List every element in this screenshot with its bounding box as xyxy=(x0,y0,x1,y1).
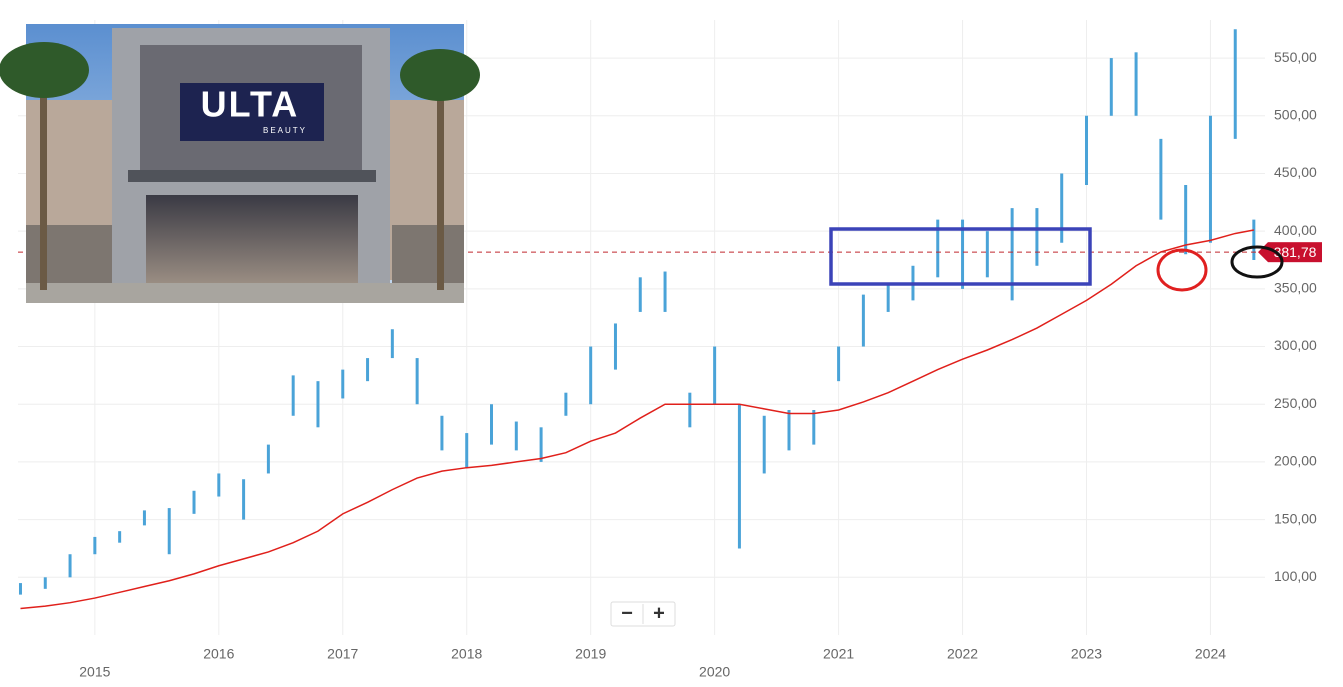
photo: ULTA BEAUTY xyxy=(0,24,480,303)
y-tick-label: 550,00 xyxy=(1274,49,1317,65)
photo-sign: ULTA xyxy=(201,84,300,125)
y-tick-label: 450,00 xyxy=(1274,164,1317,180)
last-price-pointer xyxy=(1258,242,1268,263)
annotation-circle xyxy=(1156,248,1208,292)
annotation-box xyxy=(829,227,1092,286)
x-tick-label: 2017 xyxy=(327,646,358,662)
zoom-in[interactable]: + xyxy=(653,602,665,624)
moving-average xyxy=(20,229,1254,610)
x-tick-label: 2016 xyxy=(203,646,234,662)
y-tick-label: 150,00 xyxy=(1274,510,1317,526)
y-tick-label: 250,00 xyxy=(1274,395,1317,411)
x-tick-label: 2023 xyxy=(1071,646,1102,662)
annotation-circle xyxy=(1230,245,1284,279)
x-tick-label: 2018 xyxy=(451,646,482,662)
photo-subsign: BEAUTY xyxy=(263,126,307,135)
x-tick-label: 2015 xyxy=(79,664,110,680)
zoom-out[interactable]: − xyxy=(621,602,633,624)
y-tick-label: 200,00 xyxy=(1274,453,1317,469)
y-tick-label: 300,00 xyxy=(1274,337,1317,353)
x-tick-label: 2022 xyxy=(947,646,978,662)
x-tick-label: 2019 xyxy=(575,646,606,662)
marks: 381,78 xyxy=(18,29,1322,610)
y-tick-label: 350,00 xyxy=(1274,280,1317,296)
y-tick-label: 500,00 xyxy=(1274,106,1317,122)
y-tick-label: 400,00 xyxy=(1274,222,1317,238)
x-tick-label: 2021 xyxy=(823,646,854,662)
x-tick-label: 2020 xyxy=(699,664,730,680)
last-price-label: 381,78 xyxy=(1274,244,1317,260)
y-tick-label: 100,00 xyxy=(1274,568,1317,584)
x-tick-label: 2024 xyxy=(1195,646,1226,662)
